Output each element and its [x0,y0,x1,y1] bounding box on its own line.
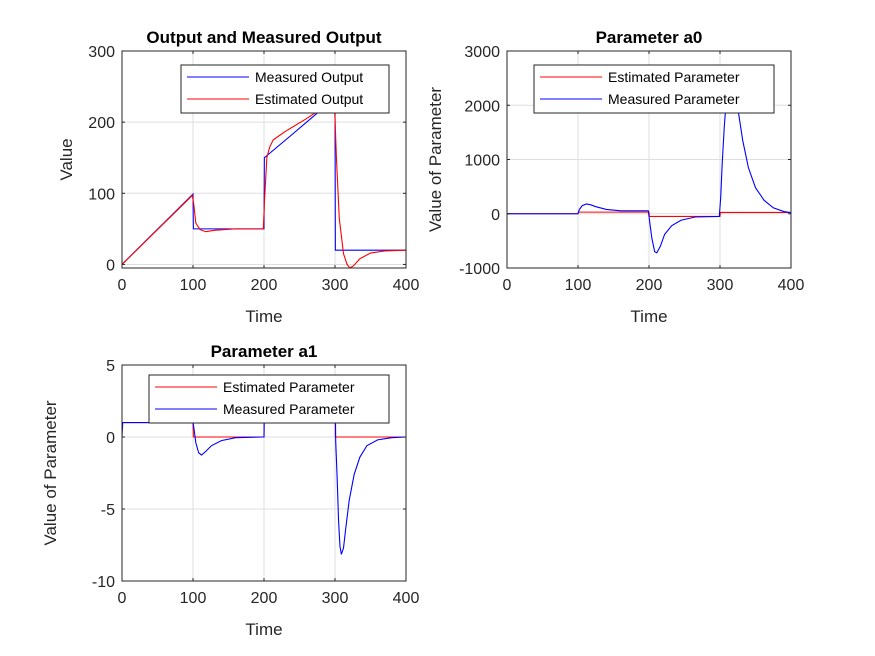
legend: Estimated Parameter Measured Parameter [148,374,390,424]
chart-2: 0 100 200 300 400-10000100020003000Parameter… [426,28,804,326]
chart-3: 0 100 200 300 400 -10 -5 0 5 Parameter a1 Time Valu… [41,342,419,639]
x-tick-label: 300 [707,277,734,294]
y-tick-label: -10 [92,574,115,591]
chart-title: Parameter a1 [211,342,318,361]
y-axis-label: Value of Parameter [41,400,60,546]
y-tick-label: 1000 [464,153,500,170]
x-tick-label: 100 [180,277,207,294]
x-tick-label: 100 [565,277,592,294]
x-tick-label: 0 [118,277,127,294]
y-tick-label: 2000 [464,98,500,115]
series-line-1 [122,97,406,265]
legend-label-2: Measured Parameter [608,91,740,107]
x-tick-label: 400 [393,590,420,607]
x-tick-label: 400 [393,277,420,294]
legend-label-1: Measured Output [255,69,363,85]
legend-box [533,64,775,114]
chart-title: Output and Measured Output [146,28,381,47]
x-axis-label: Time [630,307,667,326]
x-tick-label: 200 [251,277,278,294]
x-tick-label: 0 [503,277,512,294]
y-tick-label: 200 [88,115,115,132]
x-tick-label: 400 [778,277,805,294]
y-tick-label: 300 [88,44,115,61]
x-tick-label: 200 [251,590,278,607]
legend-label-2: Estimated Output [255,91,363,107]
x-tick-label: 0 [118,590,127,607]
y-axis-label: Value [57,138,76,180]
legend-box [180,64,390,114]
y-tick-label: -5 [101,502,115,519]
y-tick-label: 100 [88,186,115,203]
y-axis-label: Value of Parameter [426,87,445,233]
y-tick-label: 5 [106,358,115,375]
x-tick-label: 200 [636,277,663,294]
x-tick-label: 100 [180,590,207,607]
series-line-2 [122,98,406,268]
y-tick-label: -1000 [459,261,500,278]
x-tick-label: 300 [322,277,349,294]
legend: Measured Output Estimated Output [180,64,390,114]
legend: Estimated Parameter Measured Parameter [533,64,775,114]
series-line-2 [507,69,791,254]
y-tick-label: 0 [106,257,115,274]
legend-label-1: Estimated Parameter [608,69,740,85]
y-tick-label: 0 [106,430,115,447]
legend-label-2: Measured Parameter [223,401,355,417]
legend-label-1: Estimated Parameter [223,379,355,395]
legend-box [148,374,390,424]
y-tick-label: 0 [491,207,500,224]
x-axis-label: Time [245,620,282,639]
x-tick-label: 300 [322,590,349,607]
chart-1: 0 100 200 300 400 0 100 200 300 Output and Measur… [57,28,419,326]
y-tick-label: 3000 [464,44,500,61]
chart-title: Parameter a0 [596,28,703,47]
x-axis-label: Time [245,307,282,326]
